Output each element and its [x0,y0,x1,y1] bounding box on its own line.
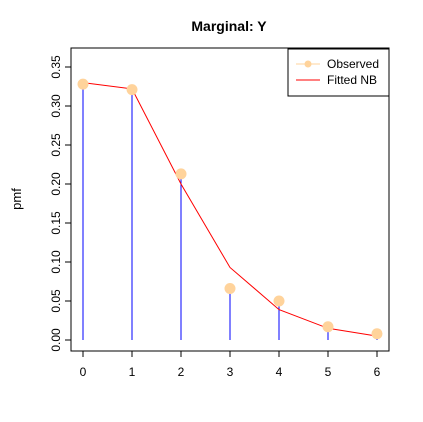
y-tick-label: 0.00 [49,328,63,352]
legend-box [287,48,390,97]
observed-series-points [77,78,383,340]
x-tick-label: 0 [80,365,87,379]
x-tick-label: 6 [374,365,381,379]
legend: Observed Fitted NB [287,48,390,97]
chart-title: Marginal: Y [191,18,267,34]
observed-point [224,283,236,295]
y-tick-label: 0.10 [49,250,63,274]
x-tick-label: 3 [227,365,234,379]
x-tick-label: 4 [276,365,283,379]
x-axis: 0 1 2 3 4 5 6 [80,350,381,379]
y-axis: 0.00 0.05 0.10 0.15 0.20 0.25 0.30 0.35 [49,55,72,352]
y-axis-title: pmf [9,188,24,210]
observed-series-lines [82,84,378,340]
legend-fitted-label: Fitted NB [327,73,377,87]
x-tick-label: 5 [325,365,332,379]
observed-point [371,328,383,340]
legend-observed-marker [304,60,312,68]
y-tick-label: 0.25 [49,133,63,157]
y-tick-label: 0.15 [49,211,63,235]
y-tick-label: 0.35 [49,55,63,79]
observed-point [273,295,285,307]
y-tick-label: 0.20 [49,172,63,196]
observed-point [126,84,138,96]
x-tick-label: 1 [129,365,136,379]
observed-point [77,78,89,90]
observed-point [175,168,187,180]
x-tick-label: 2 [178,365,185,379]
legend-observed-label: Observed [327,57,379,71]
y-tick-label: 0.30 [49,94,63,118]
y-tick-label: 0.05 [49,289,63,313]
observed-point [322,321,334,333]
